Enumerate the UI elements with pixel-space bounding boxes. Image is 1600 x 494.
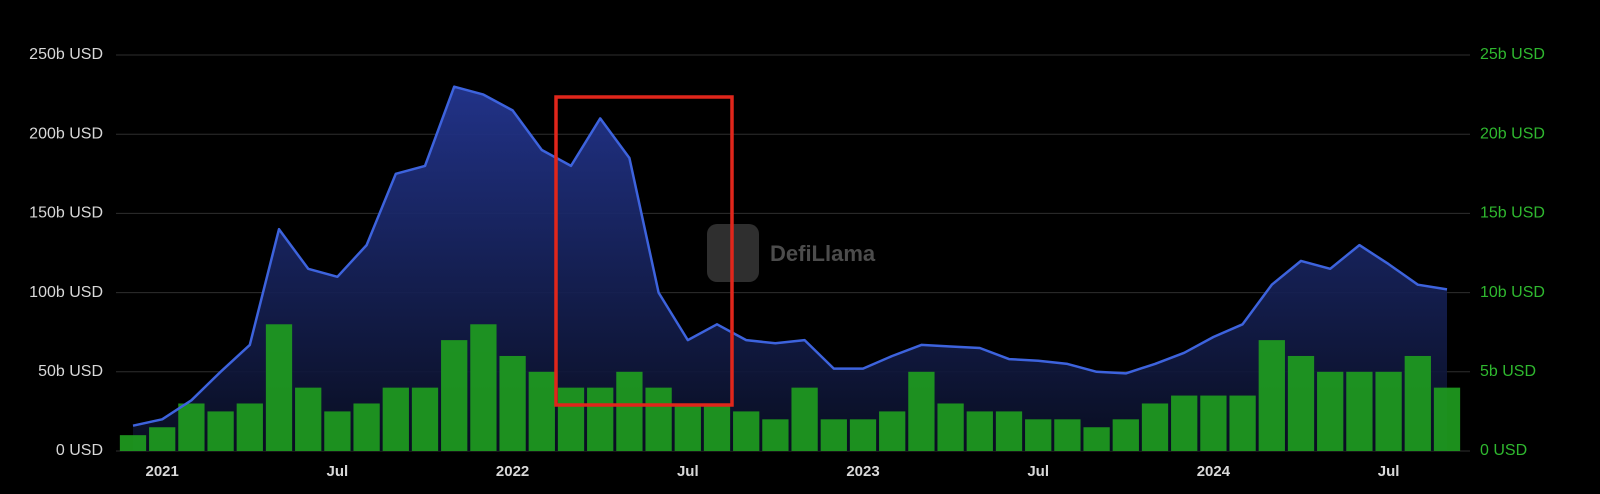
- tvl-line: [132, 85, 1448, 427]
- volume-bar: [674, 403, 701, 451]
- volume-bar: [1287, 355, 1315, 451]
- volume-bar: [499, 355, 526, 451]
- volume-bar: [645, 387, 672, 451]
- volume-bar: [1083, 427, 1110, 451]
- y-tick-label: 150b USD: [29, 205, 103, 222]
- volume-bar: [441, 340, 468, 451]
- volume-bar: [1404, 355, 1431, 451]
- y2-tick-label: 0 USD: [1480, 442, 1527, 459]
- x-tick-label: 2023: [846, 463, 879, 480]
- volume-bar: [937, 403, 964, 451]
- volume-bar: [1025, 419, 1052, 451]
- volume-bar: [791, 387, 818, 451]
- volume-bar: [295, 387, 322, 451]
- volume-bar: [849, 419, 877, 451]
- volume-bar: [149, 427, 176, 451]
- y-tick-label: 200b USD: [29, 125, 103, 142]
- y-tick-label: 0 USD: [56, 442, 103, 459]
- x-tick-label: 2021: [146, 463, 179, 480]
- volume-bar: [616, 371, 643, 451]
- y-tick-label: 100b USD: [29, 284, 103, 301]
- y2-tick-label: 5b USD: [1480, 363, 1536, 380]
- volume-bar: [1317, 371, 1344, 451]
- volume-bar: [733, 411, 760, 451]
- volume-bar: [236, 403, 263, 451]
- volume-bar: [908, 371, 935, 451]
- volume-bar: [265, 324, 293, 451]
- volume-bar: [119, 435, 147, 451]
- x-tick-label: Jul: [677, 463, 699, 480]
- y2-tick-label: 10b USD: [1480, 284, 1545, 301]
- volume-bar: [1258, 340, 1285, 451]
- volume-bar: [879, 411, 906, 451]
- x-tick-label: 2024: [1197, 463, 1231, 480]
- volume-bar: [966, 411, 993, 451]
- volume-bar: [820, 419, 847, 451]
- volume-bar: [557, 387, 585, 451]
- y-tick-label: 50b USD: [38, 363, 103, 380]
- volume-bar: [995, 411, 1023, 451]
- volume-bar: [587, 387, 614, 451]
- x-tick-label: 2022: [496, 463, 529, 480]
- volume-bar: [1054, 419, 1081, 451]
- volume-bar: [353, 403, 380, 451]
- y2-tick-label: 25b USD: [1480, 46, 1545, 63]
- volume-bar: [528, 371, 555, 451]
- volume-bar: [1200, 395, 1227, 451]
- volume-bar: [1346, 371, 1373, 451]
- volume-bar: [1171, 395, 1198, 451]
- y2-tick-label: 20b USD: [1480, 125, 1545, 142]
- volume-bar: [1433, 387, 1461, 451]
- y-tick-label: 250b USD: [29, 46, 103, 63]
- y2-tick-label: 15b USD: [1480, 205, 1545, 222]
- watermark-text: DefiLlama: [770, 241, 876, 266]
- highlight-box: [554, 95, 734, 407]
- volume-bar: [382, 387, 409, 451]
- volume-bar: [703, 403, 731, 451]
- volume-bar: [207, 411, 234, 451]
- volume-bar: [324, 411, 351, 451]
- volume-bar: [762, 419, 789, 451]
- x-tick-label: Jul: [1027, 463, 1049, 480]
- volume-bar: [470, 324, 497, 451]
- volume-bar: [1229, 395, 1256, 451]
- volume-bar: [1375, 371, 1402, 451]
- volume-bar: [1141, 403, 1169, 451]
- x-tick-label: Jul: [1378, 463, 1400, 480]
- volume-bar: [1112, 419, 1139, 451]
- x-tick-label: Jul: [327, 463, 349, 480]
- volume-bar: [411, 387, 439, 451]
- volume-bar: [178, 403, 205, 451]
